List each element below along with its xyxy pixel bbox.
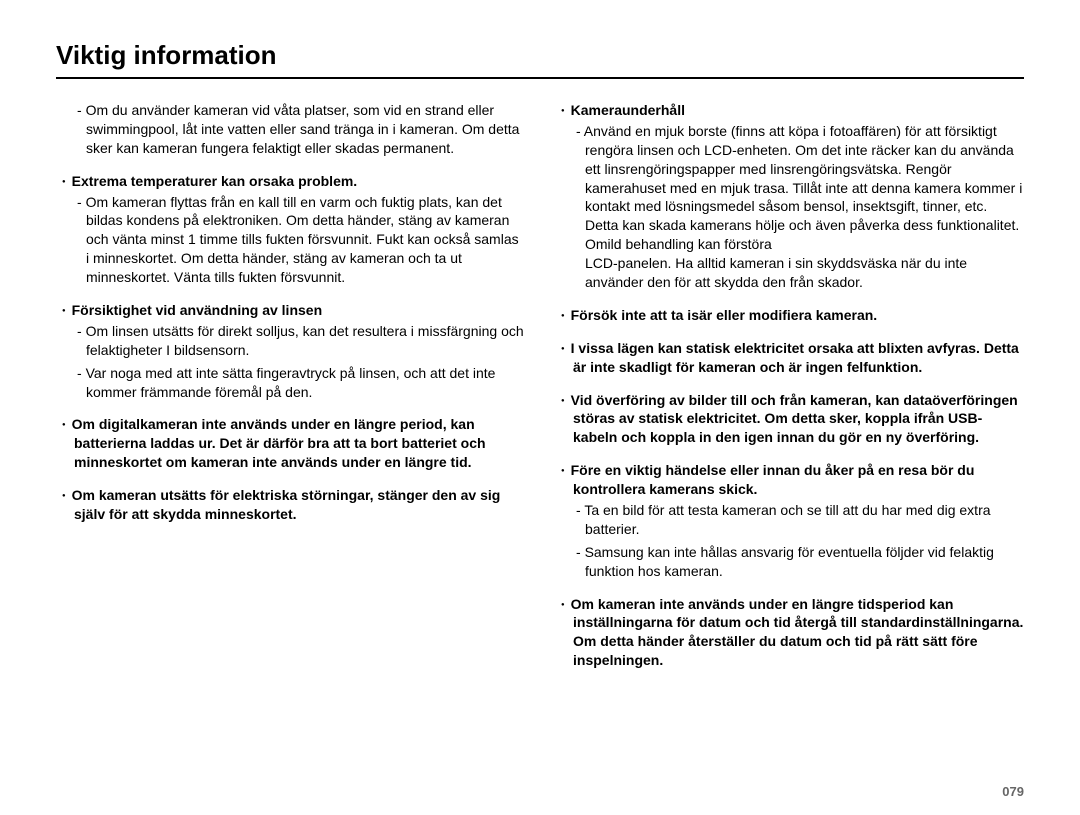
right-column: Kameraunderhåll Använd en mjuk borste (f… xyxy=(555,101,1024,684)
left-bold-electrical: Om kameran utsätts för elektriska störni… xyxy=(56,486,525,524)
manual-page: Viktig information Om du använder kamera… xyxy=(0,0,1080,815)
left-bold-battery: Om digitalkameran inte används under en … xyxy=(56,415,525,472)
right-precheck-1: Ta en bild för att testa kameran och se … xyxy=(555,501,1024,539)
left-lens-2: Var noga med att inte sätta fingeravtryc… xyxy=(56,364,525,402)
page-title: Viktig information xyxy=(56,40,1024,71)
right-bold-static-flash: I vissa lägen kan statisk elektricitet o… xyxy=(555,339,1024,377)
left-column: Om du använder kameran vid våta platser,… xyxy=(56,101,525,684)
right-bold-disassemble: Försök inte att ta isär eller modifiera … xyxy=(555,306,1024,325)
right-heading-maintenance: Kameraunderhåll xyxy=(555,101,1024,120)
left-heading-temp: Extrema temperaturer kan orsaka problem. xyxy=(56,172,525,191)
left-intro-wet: Om du använder kameran vid våta platser,… xyxy=(56,101,525,158)
left-temp-body: Om kameran flyttas från en kall till en … xyxy=(56,193,525,287)
right-maint-body-b: LCD-panelen. Ha alltid kameran i sin sky… xyxy=(555,254,1024,292)
right-precheck-2: Samsung kan inte hållas ansvarig för eve… xyxy=(555,543,1024,581)
left-lens-1: Om linsen utsätts för direkt solljus, ka… xyxy=(56,322,525,360)
right-bold-datetime: Om kameran inte används under en längre … xyxy=(555,595,1024,671)
title-rule: Viktig information xyxy=(56,40,1024,79)
left-heading-lens: Försiktighet vid användning av linsen xyxy=(56,301,525,320)
page-number: 079 xyxy=(1002,784,1024,799)
right-maint-body-a: Använd en mjuk borste (finns att köpa i … xyxy=(555,122,1024,254)
right-bold-usb: Vid överföring av bilder till och från k… xyxy=(555,391,1024,448)
right-bold-precheck: Före en viktig händelse eller innan du å… xyxy=(555,461,1024,499)
content-columns: Om du använder kameran vid våta platser,… xyxy=(56,101,1024,684)
